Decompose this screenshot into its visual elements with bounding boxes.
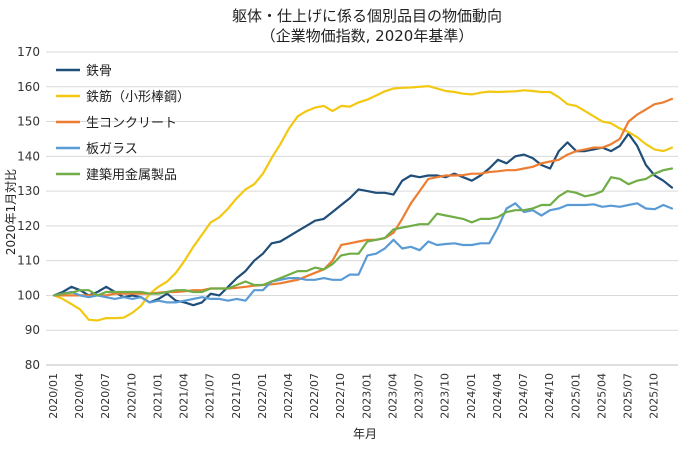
series-line-1 bbox=[52, 84, 674, 322]
chart-subtitle: （企業物価指数, 2020年基準） bbox=[261, 27, 474, 45]
x-tick-2022/01: 2022/01 bbox=[256, 373, 269, 419]
x-tick-2025/10: 2025/10 bbox=[648, 373, 661, 419]
series-line-4 bbox=[52, 167, 674, 297]
y-tick-100: 100 bbox=[17, 288, 40, 302]
y-tick-110: 110 bbox=[17, 254, 40, 268]
x-tick-2024/01: 2024/01 bbox=[465, 373, 478, 419]
y-tick-120: 120 bbox=[17, 219, 40, 233]
legend-label-2: 生コンクリート bbox=[86, 116, 177, 131]
y-tick-150: 150 bbox=[17, 115, 40, 129]
x-tick-2020/10: 2020/10 bbox=[125, 373, 138, 419]
x-tick-2021/07: 2021/07 bbox=[204, 373, 217, 419]
x-tick-2020/01: 2020/01 bbox=[47, 373, 60, 419]
x-tick-2020/07: 2020/07 bbox=[99, 373, 112, 419]
y-tick-90: 90 bbox=[25, 323, 40, 337]
x-tick-2023/01: 2023/01 bbox=[360, 373, 373, 419]
y-tick-140: 140 bbox=[17, 149, 40, 163]
series-line-3 bbox=[52, 202, 674, 304]
x-tick-2020/04: 2020/04 bbox=[73, 373, 86, 419]
y-axis-label: 2020年1月対比 bbox=[4, 169, 18, 255]
y-tick-170: 170 bbox=[17, 45, 40, 59]
x-tick-2025/01: 2025/01 bbox=[569, 373, 582, 419]
x-tick-2025/04: 2025/04 bbox=[595, 373, 608, 419]
x-tick-2022/07: 2022/07 bbox=[308, 373, 321, 419]
x-tick-2025/07: 2025/07 bbox=[621, 373, 634, 419]
legend-label-4: 建築用金属製品 bbox=[86, 167, 177, 183]
x-tick-2023/07: 2023/07 bbox=[413, 373, 426, 419]
y-tick-130: 130 bbox=[17, 184, 40, 198]
x-tick-2021/04: 2021/04 bbox=[178, 373, 191, 419]
x-tick-2023/10: 2023/10 bbox=[439, 373, 452, 419]
legend-label-1: 鉄筋（小形棒鋼） bbox=[86, 89, 190, 105]
x-tick-2021/10: 2021/10 bbox=[230, 373, 243, 419]
x-axis-label: 年月 bbox=[353, 427, 377, 441]
series-lines bbox=[52, 84, 674, 322]
x-tick-2024/04: 2024/04 bbox=[491, 373, 504, 419]
x-tick-labels: 2020/01 2020/04 2020/07 2020/10 2021/01 2021/… bbox=[47, 373, 661, 419]
y-tick-160: 160 bbox=[17, 80, 40, 94]
y-tick-labels: 80 90 100 110 120 130 140 150 160 170 bbox=[17, 45, 40, 372]
series-line-0 bbox=[52, 132, 674, 307]
legend-label-0: 鉄骨 bbox=[86, 64, 112, 79]
x-tick-2022/10: 2022/10 bbox=[334, 373, 347, 419]
chart-title: 躯体・仕上げに係る個別品目の物価動向 bbox=[232, 7, 502, 25]
y-tick-80: 80 bbox=[25, 358, 40, 372]
x-tick-2022/04: 2022/04 bbox=[282, 373, 295, 419]
x-tick-2021/01: 2021/01 bbox=[151, 373, 164, 419]
x-tick-2024/10: 2024/10 bbox=[543, 373, 556, 419]
x-tick-2024/07: 2024/07 bbox=[517, 373, 530, 419]
legend-label-3: 板ガラス bbox=[86, 142, 138, 157]
x-tick-2023/04: 2023/04 bbox=[386, 373, 399, 419]
